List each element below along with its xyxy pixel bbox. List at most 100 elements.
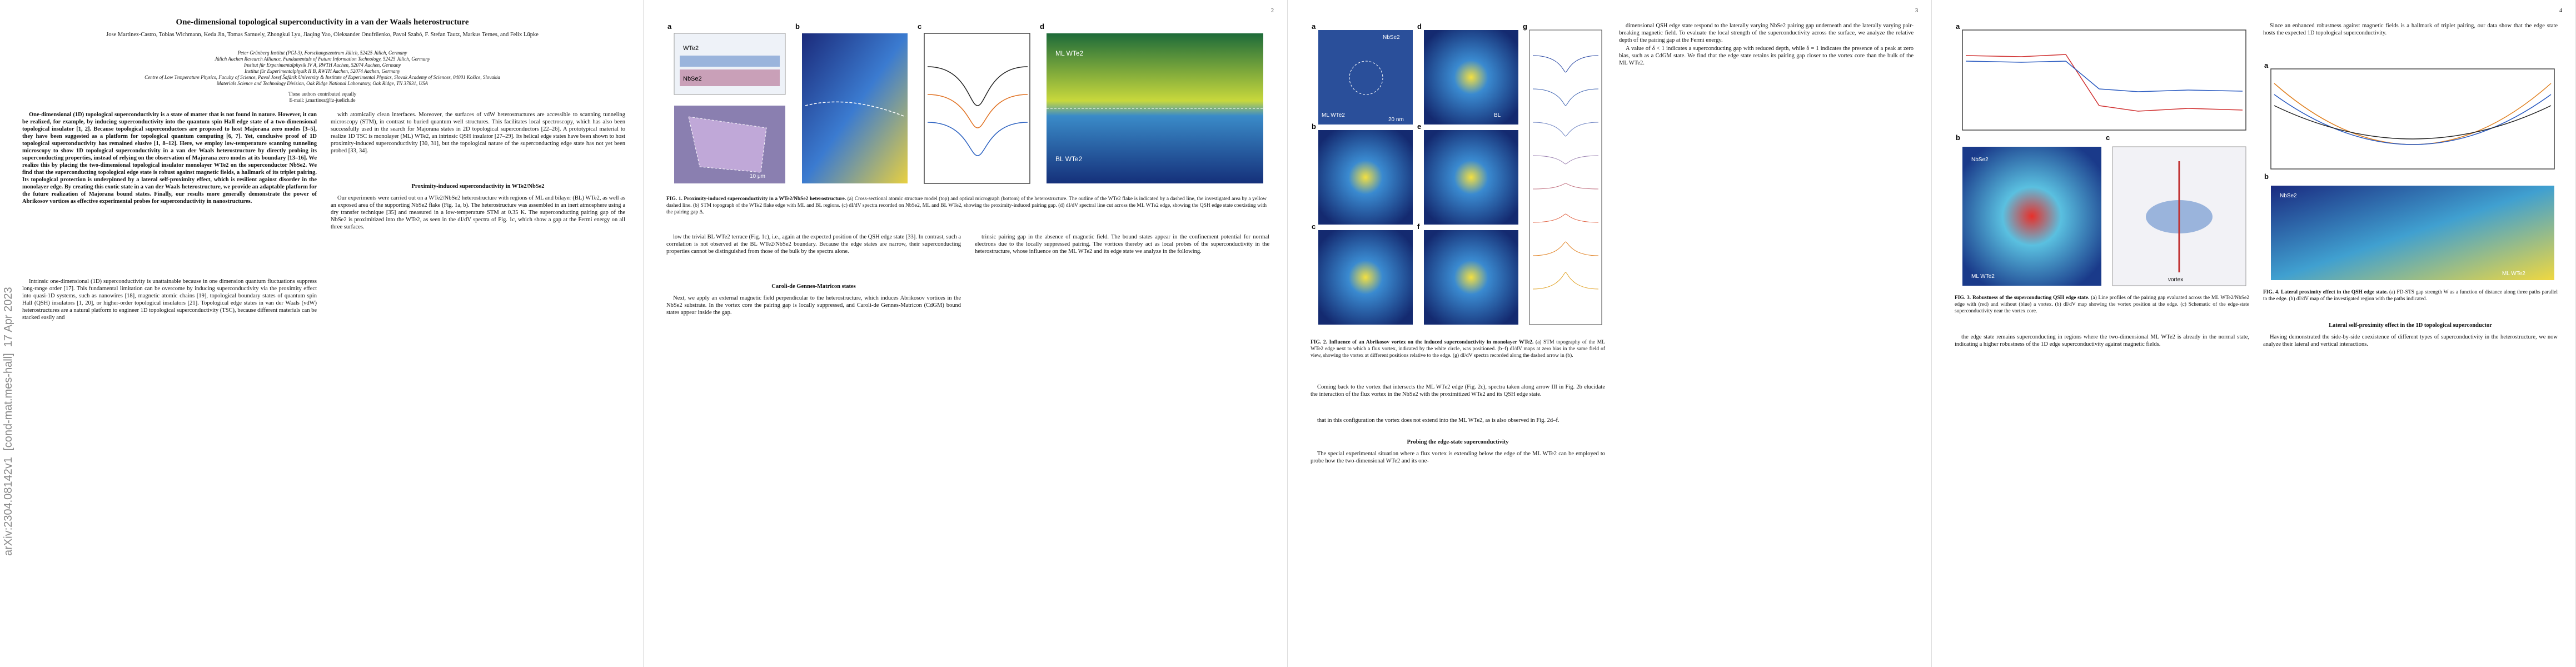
caption-text: (a) STM topography of the ML WTe2 edge n…	[1311, 340, 1605, 359]
paragraph: Having demonstrated the side-by-side coe…	[2263, 334, 2558, 347]
column: Intrinsic one-dimensional (1D) supercond…	[22, 278, 317, 322]
paragraph: Next, we apply an external magnetic fiel…	[666, 295, 961, 316]
panel-a	[2270, 68, 2555, 170]
figure-3: NbSe2 ML WTe2 vortex a b c	[1956, 22, 2246, 286]
caption-title: FIG. 2. Influence of an Abrikosov vortex…	[1311, 340, 1534, 345]
page-number: 4	[2559, 8, 2562, 14]
figure-caption: FIG. 2. Influence of an Abrikosov vortex…	[1311, 339, 1605, 359]
page: 2	[644, 0, 1288, 667]
column: Our experiments were carried out on a WT…	[331, 195, 625, 232]
figure-label: 10 μm	[750, 173, 765, 180]
column: Next, we apply an external magnetic fiel…	[666, 295, 961, 317]
column: Since an enhanced robustness against mag…	[2263, 22, 2558, 38]
panel-letter: c	[2106, 133, 2110, 142]
figure-caption: FIG. 3. Robustness of the superconductin…	[1955, 295, 2249, 315]
figure-4: NbSe2 ML WTe2 a b	[2264, 61, 2555, 280]
abstract: One-dimensional (1D) topological superco…	[22, 111, 317, 206]
column: trinsic pairing gap in the absence of ma…	[975, 233, 1269, 256]
figure-label: BL	[1494, 112, 1501, 118]
panel-letter: b	[1312, 122, 1316, 131]
arxiv-sidebar: arXiv:2304.08142v1 [cond-mat.mes-hall] 1…	[2, 287, 14, 556]
stm-maps	[1318, 30, 1518, 325]
panel-letter: c	[918, 22, 921, 31]
caption-text: (a) Cross-sectional atomic structure mod…	[666, 196, 1267, 215]
paragraph: A value of δ < 1 indicates a superconduc…	[1619, 46, 1914, 66]
figure-label: ML WTe2	[1971, 273, 1995, 280]
affiliation: Jülich Aachen Research Alliance, Fundame…	[215, 56, 430, 62]
panel-letter: e	[1417, 122, 1421, 131]
panel-c	[924, 33, 1030, 184]
panel-b	[1962, 147, 2101, 286]
figure-label: NbSe2	[683, 76, 702, 82]
panel-letter: f	[1417, 222, 1420, 231]
paragraph: the edge state remains superconducting i…	[1955, 334, 2249, 347]
section-heading: Caroli-de Gennes-Matricon states	[771, 283, 856, 290]
paragraph: The special experimental situation where…	[1311, 451, 1605, 464]
figure-label: ML WTe2	[1322, 112, 1345, 118]
section-heading: Proximity-induced superconductivity in W…	[411, 183, 545, 190]
caption-title: FIG. 3. Robustness of the superconductin…	[1955, 295, 2090, 301]
panel-letter: a	[1312, 22, 1316, 31]
notes: These authors contributed equally E-mail:…	[78, 91, 567, 103]
panel-letter: b	[1956, 133, 1960, 142]
panel-b	[2271, 186, 2554, 280]
paragraph: Intrinsic one-dimensional (1D) supercond…	[22, 278, 317, 321]
page: arXiv:2304.08142v1 [cond-mat.mes-hall] 1…	[0, 0, 644, 667]
figure-label: NbSe2	[1383, 34, 1400, 41]
page-number: 3	[1915, 8, 1918, 14]
panel-c	[2112, 146, 2246, 286]
figure-2: NbSe2 20 nm ML WTe2 BL a b c d e f g	[1312, 22, 1602, 325]
page: 4 NbSe2 ML WTe2 vortex a b c FIG. 3. Robus…	[1932, 0, 2576, 667]
figure-label: vortex	[2168, 277, 2183, 283]
column: low the trivial BL WTe2 terrace (Fig. 1c…	[666, 233, 961, 256]
affiliation: Institut für Experimentalphysik II B, RW…	[245, 68, 400, 74]
panel-a	[1962, 29, 2246, 131]
panel-letter: b	[795, 22, 800, 31]
abstract-text: One-dimensional (1D) topological superco…	[22, 112, 317, 205]
paragraph: dimensional QSH edge state respond to th…	[1619, 23, 1914, 43]
paragraph: Since an enhanced robustness against mag…	[2263, 23, 2558, 36]
affiliation: Centre of Low Temperature Physics, Facul…	[145, 74, 500, 80]
panel-letter: g	[1523, 22, 1527, 31]
panel-letter: a	[2264, 61, 2269, 69]
column: the edge state remains superconducting i…	[1955, 334, 2249, 349]
affiliation: Institut für Experimentalphysik IV A, RW…	[243, 62, 401, 68]
affiliation: Peter Grünberg Institut (PGI-3), Forschu…	[237, 50, 407, 56]
column: dimensional QSH edge state respond to th…	[1619, 22, 1914, 68]
paragraph: trinsic pairing gap in the absence of ma…	[975, 234, 1269, 255]
panel-letter: a	[667, 22, 672, 31]
paragraph: Coming back to the vortex that intersect…	[1311, 384, 1605, 397]
panel-b	[802, 33, 908, 183]
column: with atomically clean interfaces. Moreov…	[331, 111, 625, 156]
title: One-dimensional topological superconduct…	[176, 18, 469, 27]
figure-1: WTe2 NbSe2 ML WTe2 BL WTe2 10 μm a b c d	[667, 22, 1263, 184]
panel-letter: a	[1956, 22, 1960, 31]
figure-label: BL WTe2	[1055, 155, 1083, 163]
column: Coming back to the vortex that intersect…	[1311, 384, 1605, 399]
caption-title: FIG. 1. Proximity-induced superconductiv…	[666, 196, 846, 202]
panel-a	[674, 33, 786, 183]
caption-title: FIG. 4. Lateral proximity effect in the …	[2263, 290, 2388, 295]
affiliations: Peter Grünberg Institut (PGI-3), Forschu…	[78, 50, 567, 87]
figure-caption: FIG. 4. Lateral proximity effect in the …	[2263, 289, 2558, 302]
section-heading: Probing the edge-state superconductivity	[1407, 439, 1509, 445]
note: E-mail: j.martinez@fz-juelich.de	[289, 97, 356, 103]
paragraph: low the trivial BL WTe2 terrace (Fig. 1c…	[666, 234, 961, 255]
panel-letter: b	[2264, 172, 2269, 181]
column: Having demonstrated the side-by-side coe…	[2263, 334, 2558, 349]
paragraph: that in this configuration the vortex do…	[1317, 417, 1559, 424]
panel-g	[1529, 29, 1602, 325]
panel-letter: c	[1312, 222, 1316, 231]
section-heading: Lateral self-proximity effect in the 1D …	[2329, 322, 2492, 328]
figure-label: WTe2	[683, 45, 699, 52]
panel-d	[1047, 33, 1263, 183]
figure-caption: FIG. 1. Proximity-induced superconductiv…	[666, 196, 1267, 216]
caption-text: (a) Line profiles of the pairing gap eva…	[1955, 295, 2249, 314]
affiliation: Materials Science and Technology Divisio…	[217, 81, 428, 86]
caption-text: (a) FD-STS gap strength W as a function …	[2263, 290, 2558, 302]
page-number: 2	[1271, 8, 1274, 14]
figure-label: NbSe2	[2280, 193, 2297, 199]
figure-label: ML WTe2	[2502, 271, 2525, 277]
panel-letter: d	[1417, 22, 1422, 31]
figure-label: 20 nm	[1388, 117, 1404, 123]
